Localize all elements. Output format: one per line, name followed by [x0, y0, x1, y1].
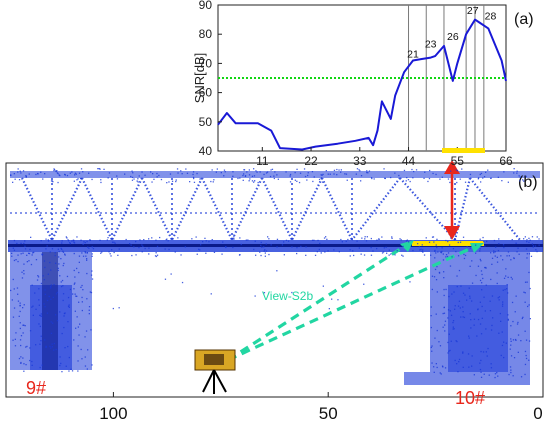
panel-b: 9# 10# View-S2b (b) 100 50 0 [5, 160, 544, 423]
x-tick-label-44: 44 [402, 154, 416, 168]
snr-series [217, 18, 507, 151]
y-tick-label-50: 50 [199, 115, 213, 129]
view-arrowhead-1 [400, 240, 414, 252]
panel-b-x-ticks: 100 50 0 [99, 392, 544, 423]
x-tick-label-22: 22 [304, 154, 318, 168]
y-tick-label-40: 40 [199, 144, 213, 158]
view-arrowhead-2 [470, 243, 484, 253]
pier-10 [404, 252, 530, 385]
peak-annotation-27: 27 [467, 5, 479, 17]
y-tick-label-70: 70 [199, 56, 213, 70]
highlight-range-bar [442, 148, 485, 153]
truss-web [21, 177, 521, 241]
peak-annotation-28: 28 [485, 11, 497, 23]
truss-top-chord [10, 171, 540, 178]
x-tick-label-33: 33 [353, 154, 367, 168]
b-x-tick-label-50: 50 [319, 404, 338, 423]
pier-9 [10, 252, 92, 370]
scanner-icon [194, 349, 236, 394]
peak-annotation-26: 26 [447, 31, 459, 43]
view-label: View-S2b [262, 289, 313, 303]
panel-b-label: (b) [518, 174, 538, 191]
b-x-tick-label-0: 0 [533, 404, 542, 423]
x-tick-label-66: 66 [499, 154, 513, 168]
y-tick-label-90: 90 [199, 0, 213, 12]
bridge-deck-core [8, 244, 543, 247]
panel-a: 21 23 26 27 28 11 22 33 44 55 66 40 50 60 70 80 90 SNR… [192, 0, 534, 168]
peak-annotation-21: 21 [407, 49, 419, 61]
pier-label-9: 9# [26, 378, 46, 398]
peak-annotation-23: 23 [425, 38, 437, 50]
y-tick-label-80: 80 [199, 27, 213, 41]
view-arrows [227, 242, 477, 362]
point-cloud-speckle [10, 168, 540, 379]
highlight-deck-segment [412, 241, 484, 246]
b-x-tick-label-100: 100 [99, 404, 127, 423]
snr-series-line [217, 18, 507, 151]
panel-a-label: (a) [514, 11, 534, 28]
peak-annotations: 21 23 26 27 28 [407, 5, 496, 61]
x-tick-label-11: 11 [256, 154, 269, 168]
panel-a-y-ticks: 40 50 60 70 80 90 [199, 0, 222, 158]
y-tick-label-60: 60 [199, 86, 213, 100]
panel-a-x-ticks: 11 22 33 44 55 66 [256, 147, 513, 168]
pier-label-10: 10# [455, 388, 485, 408]
x-tick-label-55: 55 [451, 154, 465, 168]
y-axis-title: SNR[dB] [192, 53, 207, 104]
